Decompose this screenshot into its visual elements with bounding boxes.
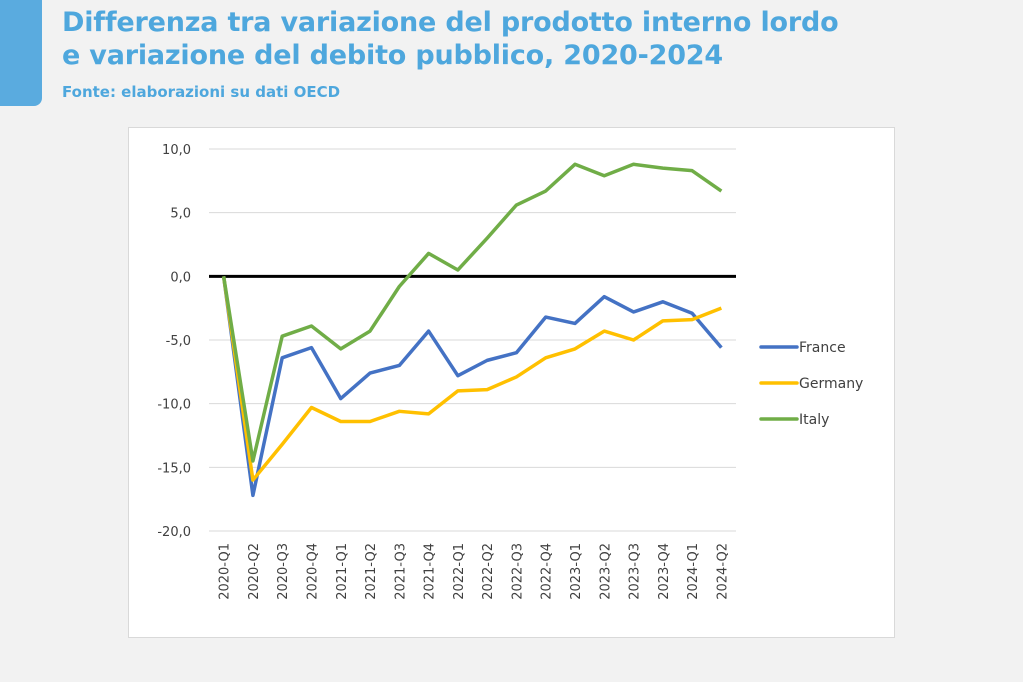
x-tick-label: 2023-Q2 (598, 543, 613, 600)
accent-bar (0, 0, 42, 106)
legend-label: France (799, 340, 846, 356)
x-tick-label: 2023-Q3 (628, 543, 643, 600)
gridlines (209, 148, 736, 532)
x-tick-label: 2022-Q2 (481, 543, 496, 600)
series-lines (221, 162, 723, 498)
x-tick-label: 2021-Q1 (335, 543, 350, 600)
series-line-france (221, 276, 723, 498)
x-tick-label: 2023-Q1 (569, 543, 584, 600)
x-tick-label: 2020-Q2 (247, 543, 262, 600)
chart-title: Differenza tra variazione del prodotto i… (62, 6, 839, 72)
title-line-2: e variazione del debito pubblico, 2020-2… (62, 40, 723, 71)
y-tick-label: 5,0 (170, 207, 191, 222)
x-tick-label: 2022-Q1 (452, 543, 467, 600)
source-note: Fonte: elaborazioni su dati OECD (62, 83, 341, 101)
title-line-1: Differenza tra variazione del prodotto i… (62, 7, 839, 38)
y-axis-ticks: 10,0 5,0 0,0 -5,0 -10,0 -15,0 -20,0 (157, 143, 191, 540)
line-chart: 10,05,00,0-5,0-10,0-15,0-20,0 2020-Q1 202… (157, 143, 863, 600)
x-tick-label: 2020-Q1 (218, 543, 233, 600)
x-tick-label: 2024-Q2 (715, 543, 730, 600)
y-tick-label: 0,0 (170, 270, 191, 285)
legend-item-france: France (759, 340, 846, 356)
x-tick-label: 2020-Q4 (305, 543, 320, 600)
y-tick-label: -15,0 (157, 461, 191, 476)
series-line-germany (221, 276, 722, 482)
legend: France Germany Italy (759, 340, 863, 428)
x-tick-label: 2021-Q3 (393, 543, 408, 600)
legend-label: Italy (799, 412, 829, 428)
chart-area: 10,0 5,0 0,0 -5,0 -10,0 -15,0 -20,0 2020-Q1 202… (128, 127, 895, 638)
series-line-italy (221, 162, 723, 463)
x-tick-label: 2023-Q4 (657, 543, 672, 600)
x-tick-label: 2020-Q3 (276, 543, 291, 600)
x-axis-ticks: 2020-Q1 2020-Q2 2020-Q3 2020-Q4 2021-Q1 2021-… (218, 543, 731, 600)
legend-label: Germany (799, 376, 863, 392)
legend-item-italy: Italy (759, 412, 829, 428)
x-tick-label: 2021-Q2 (364, 543, 379, 600)
y-tick-label: -20,0 (157, 525, 191, 540)
y-tick-label: -10,0 (157, 398, 191, 413)
x-tick-label: 2024-Q1 (686, 543, 701, 600)
x-tick-label: 2022-Q4 (540, 543, 555, 600)
x-tick-label: 2021-Q4 (423, 543, 438, 600)
y-tick-label: 10,0 (162, 143, 191, 158)
legend-item-germany: Germany (759, 376, 863, 392)
x-tick-label: 2022-Q3 (510, 543, 525, 600)
y-tick-label: -5,0 (166, 334, 191, 349)
